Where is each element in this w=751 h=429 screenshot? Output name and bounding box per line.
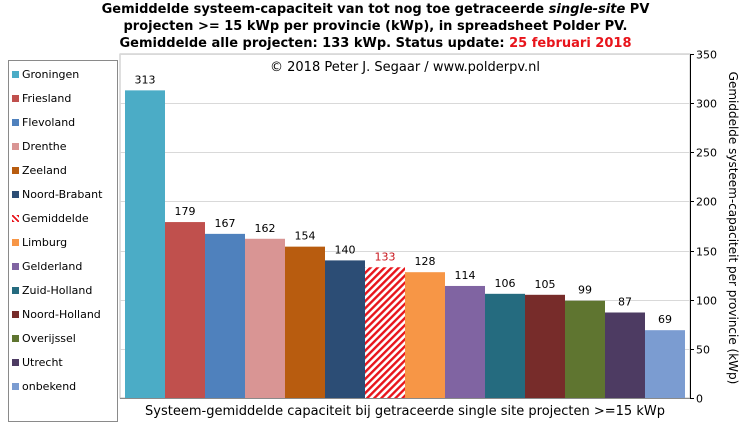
title-line-3: Gemiddelde alle projecten: 133 kWp. Stat…	[119, 36, 632, 51]
legend-swatch	[12, 358, 19, 366]
title-italic-single-site: single-site	[548, 2, 626, 17]
data-label: 313	[135, 73, 156, 86]
legend-item: Zeeland	[12, 161, 67, 179]
bar-noord-brabant	[325, 260, 365, 398]
title-line-1: Gemiddelde systeem-capaciteit van tot no…	[101, 2, 650, 17]
legend-item: Gemiddelde	[12, 209, 89, 227]
legend-label: Overijssel	[22, 331, 76, 345]
data-label: 140	[335, 243, 356, 256]
legend-item: Limburg	[12, 233, 67, 251]
bar-gemiddelde	[365, 267, 405, 398]
legend-swatch	[12, 310, 19, 318]
data-label: 69	[658, 313, 672, 326]
data-label: 114	[455, 269, 476, 282]
legend-label: Zuid-Holland	[22, 283, 93, 297]
legend-label: Gelderland	[22, 259, 83, 273]
title-line-2: projecten >= 15 kWp per provincie (kWp),…	[123, 19, 628, 34]
bar-drenthe	[245, 238, 285, 398]
status-date: 25 februari 2018	[509, 36, 632, 51]
legend-swatch	[12, 214, 19, 222]
bar-zeeland	[285, 246, 325, 398]
bar-overijssel	[565, 300, 605, 398]
legend-swatch	[12, 262, 19, 270]
bar-limburg	[405, 272, 445, 398]
legend-item: Gelderland	[12, 257, 82, 275]
legend-item: Drenthe	[12, 137, 67, 155]
copyright-text: © 2018 Peter J. Segaar / www.polderpv.nl	[270, 60, 540, 75]
legend-item: Friesland	[12, 89, 71, 107]
legend-label: Utrecht	[22, 355, 63, 369]
y-tick-label: 100	[696, 295, 717, 308]
y-tick-label: 300	[696, 98, 717, 111]
x-axis-label: Systeem-gemiddelde capaciteit bij getrac…	[145, 404, 665, 419]
data-label: 87	[618, 295, 632, 308]
legend-label: Flevoland	[22, 115, 76, 129]
y-tick-label: 150	[696, 246, 717, 259]
chart-title: Gemiddelde systeem-capaciteit van tot no…	[0, 1, 751, 52]
chart-legend: Groningen Friesland Flevoland Drenthe Zeelan…	[8, 60, 118, 422]
data-label: 167	[215, 217, 236, 230]
legend-label: Groningen	[22, 67, 80, 81]
data-label: 105	[535, 278, 556, 291]
bar-groningen	[125, 90, 165, 398]
legend-item: Utrecht	[12, 353, 63, 371]
legend-item: onbekend	[12, 377, 76, 395]
data-label: 99	[578, 284, 592, 297]
legend-swatch	[12, 70, 19, 78]
y-tick-label: 250	[696, 147, 717, 160]
bar-flevoland	[205, 233, 245, 398]
legend-label: Zeeland	[22, 163, 67, 177]
legend-swatch	[12, 190, 19, 198]
legend-swatch	[12, 238, 19, 246]
legend-swatch	[12, 166, 19, 174]
legend-label: Noord-Holland	[22, 307, 101, 321]
bar-gelderland	[445, 285, 485, 398]
legend-label: Drenthe	[22, 139, 67, 153]
legend-label: Friesland	[22, 91, 72, 105]
data-label: 128	[415, 255, 436, 268]
legend-item: Overijssel	[12, 329, 76, 347]
legend-swatch	[12, 94, 19, 102]
legend-swatch	[12, 334, 19, 342]
y-tick-label: 50	[696, 344, 710, 357]
legend-item: Zuid-Holland	[12, 281, 92, 299]
legend-label: onbekend	[22, 379, 77, 393]
y-tick-label: 200	[696, 196, 717, 209]
legend-swatch	[12, 142, 19, 150]
legend-label: Limburg	[22, 235, 68, 249]
legend-item: Flevoland	[12, 113, 75, 131]
bar-onbekend	[645, 330, 685, 398]
legend-swatch	[12, 286, 19, 294]
legend-swatch	[12, 118, 19, 126]
bar-friesland	[165, 222, 205, 398]
legend-item: Noord-Holland	[12, 305, 101, 323]
y-axis-label: Gemiddelde systeem-capaciteit per provin…	[726, 71, 740, 385]
legend-item: Noord-Brabant	[12, 185, 102, 203]
legend-swatch	[12, 382, 19, 390]
data-label: 106	[495, 277, 516, 290]
bar-zuid-holland	[485, 293, 525, 398]
legend-label: Gemiddelde	[22, 211, 89, 225]
y-tick-label: 350	[696, 49, 717, 62]
data-label: 154	[295, 230, 316, 243]
y-tick-label: 0	[696, 393, 703, 406]
data-label: 179	[175, 205, 196, 218]
legend-label: Noord-Brabant	[22, 187, 103, 201]
bar-utrecht	[605, 312, 645, 398]
legend-item: Groningen	[12, 65, 79, 83]
data-label: 162	[255, 222, 276, 235]
data-label: 133	[375, 250, 396, 263]
bar-noord-holland	[525, 294, 565, 398]
